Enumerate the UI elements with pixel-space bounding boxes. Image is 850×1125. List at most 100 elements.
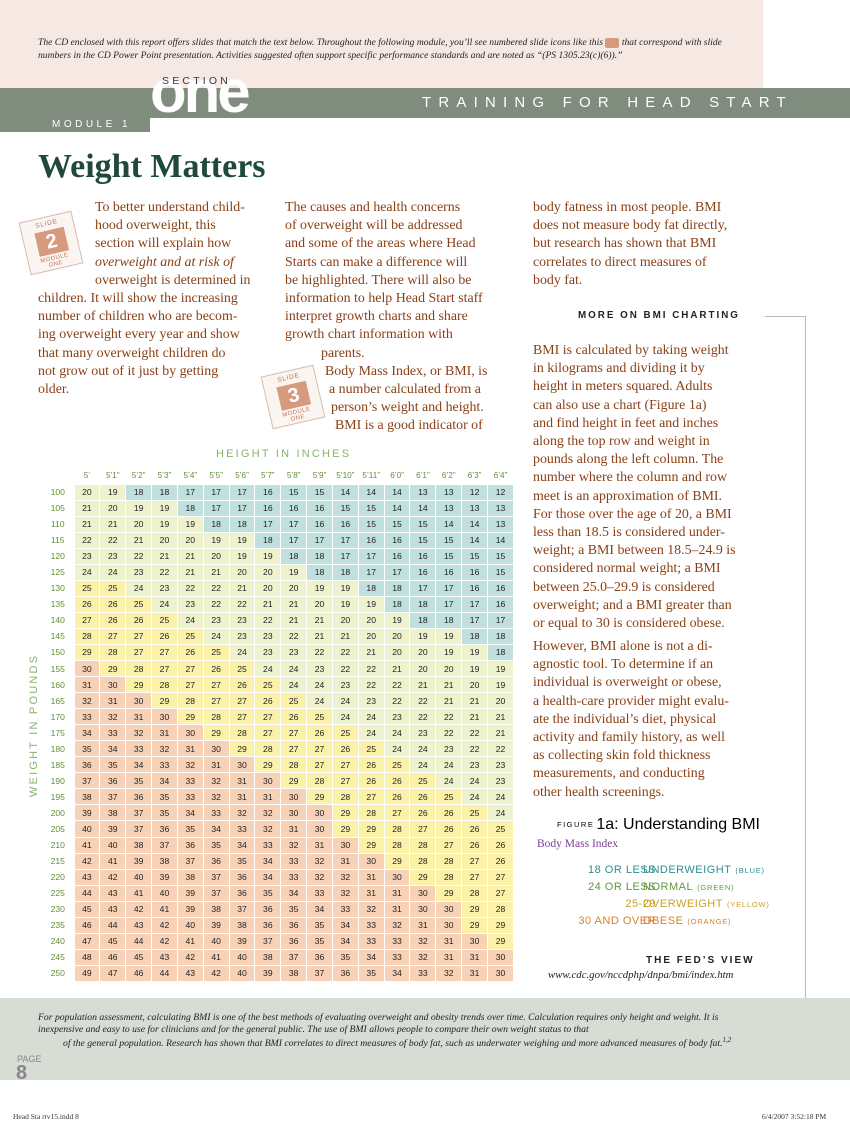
bmi-cell: 24 (461, 788, 488, 806)
bmi-cell: 32 (383, 916, 411, 934)
bmi-cell: 17 (487, 611, 514, 629)
bmi-cell: 20 (73, 483, 101, 501)
weight-header: 205 (50, 824, 65, 834)
bmi-cell: 33 (99, 724, 127, 742)
bmi-cell: 42 (73, 852, 101, 870)
bmi-cell: 39 (202, 916, 230, 934)
weight-header: 130 (50, 583, 65, 594)
bmi-cell: 17 (357, 563, 385, 581)
bmi-cell: 41 (99, 852, 127, 870)
height-header: 5’6” (235, 471, 249, 481)
bmi-cell: 21 (461, 692, 488, 710)
weight-header: 115 (50, 535, 65, 546)
bmi-cell: 22 (357, 676, 385, 694)
bmi-cell: 35 (306, 916, 333, 934)
header-banner (0, 88, 850, 118)
bmi-cell: 14 (383, 483, 411, 501)
cdc-bmi-link[interactable]: www.cdc.gov/nccdphp/dnpa/bmi/index.htm (548, 969, 734, 981)
bmi-cell: 23 (280, 643, 308, 662)
bmi-cell: 34 (331, 932, 359, 950)
footer-timestamp: 6/4/2007 3:52:18 PM (762, 1112, 827, 1121)
banner-title: TRAINING FOR HEAD START (422, 94, 793, 111)
bmi-cell: 39 (151, 868, 178, 886)
bmi-cell: 26 (99, 595, 127, 613)
body-line: and some of the areas where Head (285, 236, 476, 252)
bmi-cell: 27 (125, 643, 153, 662)
bottom-note-citation: 1,2 (722, 1036, 732, 1044)
bmi-cell: 21 (461, 708, 488, 726)
bmi-cell: 29 (487, 916, 514, 934)
bmi-cell: 20 (176, 531, 204, 549)
bmi-cell: 23 (125, 563, 153, 581)
bmi-row: 135 26 26 25 24 23 22 22 21 21 20 19 19 18 18 17 17 16 (42, 595, 514, 613)
bmi-cell: 26 (409, 788, 437, 806)
bmi-cell: 37 (202, 868, 230, 886)
bmi-cell: 32 (99, 708, 127, 726)
bmi-cell: 30 (435, 900, 463, 918)
bmi-cell: 36 (202, 852, 230, 870)
sidebar-line: less than 18.5 is considered under- (533, 525, 725, 541)
bmi-cell: 19 (461, 643, 488, 662)
bmi-cell: 23 (151, 579, 178, 597)
bmi-cell: 18 (435, 611, 463, 629)
bmi-cell: 26 (487, 836, 514, 854)
bmi-cell: 30 (435, 916, 463, 934)
bmi-cell: 24 (99, 563, 127, 581)
bmi-cell: 37 (125, 820, 153, 838)
bmi-cell: 26 (461, 836, 488, 854)
bmi-cell: 33 (73, 708, 101, 726)
height-header: 5’3” (157, 471, 172, 481)
bmi-cell: 27 (228, 708, 256, 726)
bmi-cell: 21 (383, 660, 411, 678)
bottom-note-band (0, 998, 850, 1080)
bmi-cell: 29 (176, 708, 204, 726)
bmi-cell: 27 (151, 660, 178, 678)
bmi-cell: 24 (461, 772, 488, 790)
bmi-cell: 21 (331, 627, 359, 645)
bmi-cell: 25 (487, 820, 514, 838)
bmi-cell: 35 (202, 836, 230, 854)
bmi-cell: 16 (487, 579, 514, 597)
bmi-cell: 30 (280, 804, 308, 822)
bmi-row: 175 34 33 32 31 30 29 28 27 27 26 25 24 24 23 22 22 21 (42, 724, 514, 742)
height-header: 5’9” (312, 471, 327, 481)
bmi-cell: 27 (280, 724, 308, 742)
bmi-row: 220 43 42 40 39 38 37 36 34 33 32 32 31 30 29 28 27 27 (42, 868, 514, 886)
bmi-cell: 30 (151, 708, 178, 726)
bmi-cell: 19 (331, 595, 359, 613)
bmi-cell: 29 (461, 900, 488, 918)
body-line: number of children who are becom- (38, 309, 238, 325)
bmi-cell: 29 (461, 916, 488, 934)
bmi-cell: 33 (202, 804, 230, 822)
bmi-cell: 21 (280, 611, 308, 629)
bmi-cell: 36 (125, 788, 153, 806)
bmi-cell: 43 (99, 900, 127, 918)
bmi-cell: 15 (435, 547, 463, 565)
bmi-cell: 20 (306, 595, 333, 613)
bmi-cell: 36 (176, 836, 204, 854)
body-line: section will explain how (95, 236, 232, 252)
weight-header: 155 (50, 663, 65, 674)
legend-range: 18 OR LESS (588, 864, 656, 876)
bmi-cell: 20 (461, 676, 488, 694)
legend-category-text: NORMAL (643, 881, 694, 893)
bmi-cell: 27 (487, 868, 514, 886)
bmi-cell: 30 (357, 852, 385, 870)
bmi-cell: 19 (151, 499, 178, 517)
bmi-cell: 30 (487, 964, 514, 982)
legend-range: 25-29 (625, 898, 656, 910)
bmi-cell: 34 (280, 884, 308, 902)
bmi-cell: 13 (435, 483, 463, 501)
bmi-cell: 26 (357, 772, 385, 790)
bmi-cell: 34 (202, 820, 230, 838)
bmi-cell: 34 (331, 916, 359, 934)
bmi-cell: 31 (357, 868, 385, 886)
bmi-cell: 23 (409, 724, 437, 742)
bmi-cell: 22 (357, 660, 385, 678)
bmi-cell: 17 (228, 499, 256, 517)
bmi-cell: 15 (331, 499, 359, 517)
bmi-cell: 34 (306, 900, 333, 918)
body-line: body fat. (533, 272, 583, 288)
bmi-row: 125 24 24 23 22 21 21 20 20 19 18 18 17 17 16 16 16 15 (42, 563, 514, 581)
bmi-cell: 33 (409, 964, 437, 982)
